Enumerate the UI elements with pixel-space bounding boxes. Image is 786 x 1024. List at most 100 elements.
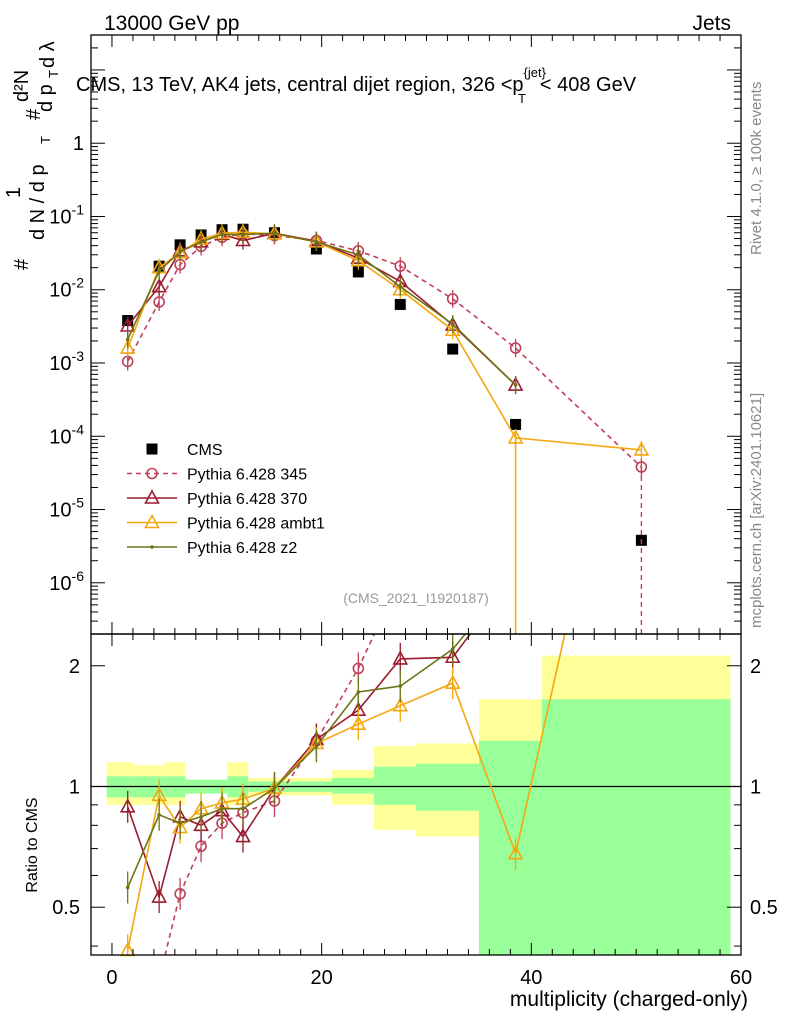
data-point bbox=[398, 284, 403, 289]
data-point bbox=[394, 298, 406, 310]
y-tick-label: 10-6 bbox=[49, 568, 84, 595]
x-axis-label: multiplicity (charged-only) bbox=[510, 988, 748, 1011]
ylabel-hash-1: # bbox=[11, 258, 33, 270]
ratio-y-tick-label: 2 bbox=[69, 656, 80, 678]
stat-uncertainty-band bbox=[541, 699, 731, 955]
data-point bbox=[450, 322, 455, 326]
data-point bbox=[509, 342, 522, 354]
ylabel-dlambda: d λ bbox=[37, 41, 59, 68]
title-sub: T bbox=[518, 91, 526, 106]
series-pythia-6-428-z2 bbox=[125, 224, 518, 395]
stat-uncertainty-band bbox=[332, 777, 375, 794]
ratio-point bbox=[444, 674, 461, 689]
y-tick-label: 10-1 bbox=[49, 201, 84, 228]
header-jets: Jets bbox=[692, 12, 731, 35]
legend-entry: Pythia 6.428 z2 bbox=[127, 540, 297, 557]
ratio-point bbox=[220, 806, 224, 811]
x-tick-label: 0 bbox=[106, 967, 117, 989]
legend-entry: Pythia 6.428 ambt1 bbox=[127, 513, 325, 533]
ratio-point bbox=[392, 697, 409, 712]
legend-label: Pythia 6.428 z2 bbox=[187, 540, 297, 557]
series-line bbox=[126, 232, 642, 468]
title-sup: {jet} bbox=[524, 65, 547, 80]
x-tick-label: 20 bbox=[311, 967, 333, 989]
legend: CMS Pythia 6.428 345 Pythia 6.428 370 Pythi… bbox=[127, 442, 325, 557]
ratio-point bbox=[398, 684, 403, 688]
legend-entry: Pythia 6.428 370 bbox=[127, 489, 307, 508]
plot-title: CMS, 13 TeV, AK4 jets, central dijet reg… bbox=[76, 65, 637, 106]
ratio-point bbox=[507, 844, 524, 860]
y-tick-label: 1 bbox=[73, 133, 84, 155]
main-ylabel: # 1 d N / d p T # d²N d p T d λ bbox=[3, 41, 61, 270]
data-point bbox=[235, 231, 251, 247]
data-point bbox=[350, 251, 367, 267]
ratio-y-tick-label: 0.5 bbox=[52, 897, 80, 919]
data-point bbox=[510, 418, 522, 430]
ylabel-one: 1 bbox=[3, 187, 25, 198]
data-point bbox=[125, 337, 130, 342]
legend-marker bbox=[150, 545, 154, 549]
legend-marker bbox=[144, 513, 160, 529]
ratio-frame bbox=[90, 633, 742, 956]
ratio-y-tick-label-right: 1 bbox=[750, 776, 761, 798]
legend-label: Pythia 6.428 370 bbox=[187, 491, 307, 508]
header-process: 13000 GeV pp bbox=[104, 12, 239, 35]
mcplots-label: mcplots.cern.ch [arXiv:2401.10621] bbox=[748, 393, 765, 628]
data-point bbox=[178, 249, 182, 254]
ratio-point bbox=[125, 885, 130, 890]
ratio-point bbox=[241, 806, 245, 811]
title-p: p bbox=[512, 74, 523, 96]
y-tick-label: 10-3 bbox=[49, 348, 84, 375]
ylabel-num: d²N bbox=[11, 70, 33, 102]
ratio-line bbox=[126, 634, 467, 888]
data-point bbox=[446, 293, 459, 305]
data-point bbox=[272, 231, 277, 236]
data-point bbox=[394, 260, 407, 272]
title-prefix: CMS, 13 TeV, AK4 jets, central dijet reg… bbox=[76, 74, 512, 96]
legend-marker bbox=[144, 489, 160, 504]
legend-entry: CMS bbox=[146, 442, 223, 459]
ratio-point bbox=[356, 690, 361, 694]
ratio-y-tick-label-right: 2 bbox=[750, 656, 761, 678]
axes-layer: 0 20 40 60 10-6 10-5 10-4 10-3 10-2 10-1 1 0.5 0.5 1 1… bbox=[49, 34, 778, 989]
series-line bbox=[126, 232, 517, 386]
series-line bbox=[127, 232, 517, 386]
y-tick-label: 10-4 bbox=[49, 421, 84, 448]
ratio-point bbox=[350, 715, 367, 730]
data-point bbox=[444, 321, 461, 337]
series-pythia-6-428-ambt1 bbox=[119, 223, 650, 459]
x-tick-label: 60 bbox=[730, 967, 752, 989]
main-series-layer bbox=[119, 223, 650, 634]
stat-uncertainty-band bbox=[416, 763, 479, 811]
legend-label: CMS bbox=[187, 442, 223, 459]
ylabel-dn: d N / d p bbox=[27, 164, 49, 240]
series-pythia-6-428-345 bbox=[121, 224, 648, 477]
data-point bbox=[241, 232, 245, 237]
ratio-series-layer bbox=[91, 634, 741, 957]
legend-label: Pythia 6.428 ambt1 bbox=[187, 516, 325, 533]
ratio-point bbox=[352, 662, 365, 675]
ratio-y-tick-label: 1 bbox=[69, 776, 80, 798]
data-point bbox=[151, 278, 167, 293]
ratio-point bbox=[314, 744, 319, 749]
data-point bbox=[119, 339, 136, 354]
x-tick-label: 40 bbox=[520, 967, 542, 989]
title-suffix: < 408 GeV bbox=[540, 74, 637, 96]
data-point bbox=[513, 383, 518, 387]
legend-entry: Pythia 6.428 345 bbox=[127, 467, 307, 484]
ylabel-den: d p bbox=[35, 84, 57, 112]
legend-marker bbox=[146, 467, 158, 480]
ratio-point bbox=[178, 821, 182, 825]
ratio-point bbox=[119, 798, 136, 813]
ylabel-hash-2: # bbox=[23, 108, 45, 120]
ratio-point bbox=[199, 815, 203, 819]
ratio-point bbox=[235, 827, 251, 843]
data-point bbox=[356, 252, 361, 257]
analysis-watermark: (CMS_2021_I1920187) bbox=[343, 590, 489, 606]
ratio-point bbox=[151, 888, 167, 903]
stat-uncertainty-band bbox=[478, 740, 542, 955]
data-point bbox=[153, 296, 165, 308]
legend-marker bbox=[146, 443, 158, 455]
legend-label: Pythia 6.428 345 bbox=[187, 467, 307, 484]
